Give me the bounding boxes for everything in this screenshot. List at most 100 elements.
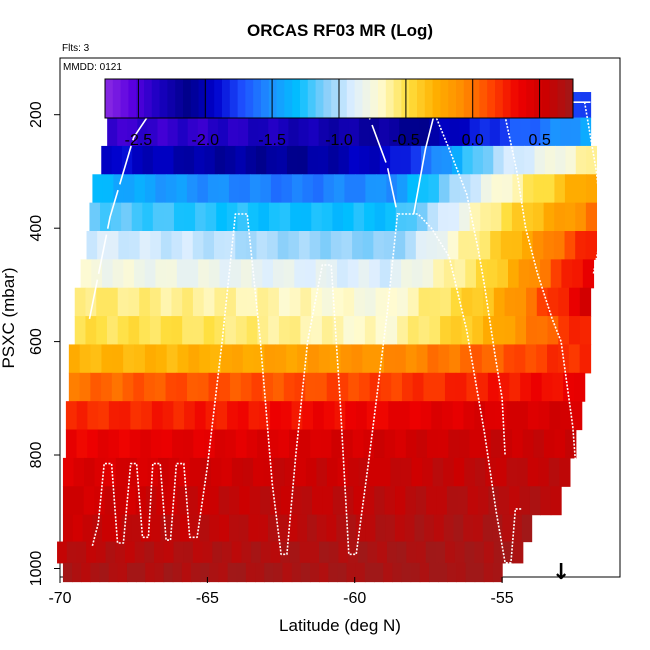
heatmap-cell — [480, 202, 492, 232]
heatmap-cell — [129, 429, 141, 459]
heatmap-cell — [434, 372, 446, 402]
heatmap-cell — [484, 401, 497, 431]
heatmap-cell — [343, 287, 355, 317]
heatmap-cell — [268, 287, 280, 317]
heatmap-cell — [422, 457, 434, 487]
heatmap-cell — [218, 174, 230, 204]
heatmap-cell — [161, 429, 173, 459]
heatmap-cell — [341, 231, 353, 260]
heatmap-cell — [486, 259, 498, 289]
heatmap-cell — [300, 287, 312, 317]
heatmap-cell — [203, 231, 215, 260]
heatmap-cell — [572, 259, 584, 289]
heatmap-cell — [570, 401, 583, 431]
heatmap-cell — [450, 287, 463, 317]
flight-track-right-3 — [583, 102, 604, 274]
heatmap-cell — [217, 117, 229, 147]
heatmap-cell — [107, 231, 119, 260]
heatmap-cell — [198, 259, 210, 289]
heatmap-cell — [197, 117, 209, 147]
heatmap-cell — [323, 401, 336, 431]
heatmap-cell — [466, 372, 478, 402]
heatmap-cell — [401, 259, 413, 289]
heatmap-cell — [379, 259, 392, 289]
heatmap-cell — [163, 145, 175, 175]
heatmap-cell — [203, 287, 216, 317]
heatmap-cell — [199, 514, 210, 543]
x-tick-label: -65 — [196, 590, 219, 607]
heatmap-cell — [68, 344, 81, 374]
heatmap-cell — [268, 117, 279, 147]
heatmap-cell — [475, 259, 488, 289]
heatmap-cell — [483, 562, 494, 583]
heatmap-cell — [277, 231, 289, 260]
heatmap-cell — [242, 457, 254, 487]
heatmap-cell — [580, 117, 592, 147]
heatmap-cell — [119, 429, 131, 459]
y-tick-label: 400 — [28, 215, 45, 242]
heatmap-cell — [515, 316, 527, 346]
colorbar-segment — [245, 79, 254, 118]
heatmap-cell — [270, 541, 281, 564]
heatmap-cell — [238, 117, 249, 147]
heatmap-cell — [181, 562, 192, 583]
heatmap-cell — [449, 344, 461, 374]
heatmap-cell — [312, 486, 323, 516]
heatmap-cell — [134, 174, 146, 204]
heatmap-cell — [454, 259, 466, 289]
heatmap-cell — [522, 429, 534, 459]
heatmap-cell — [237, 202, 249, 232]
heatmap-cell — [187, 486, 199, 516]
colorbar-segment — [253, 79, 262, 118]
heatmap-cell — [332, 202, 344, 232]
heatmap-cell — [87, 429, 99, 459]
heatmap-cell — [115, 541, 126, 564]
heatmap-cell — [182, 429, 194, 459]
heatmap-cell — [278, 429, 290, 459]
heatmap-cell — [425, 541, 437, 564]
heatmap-cell — [517, 401, 529, 431]
heatmap-cell — [106, 287, 119, 317]
heatmap-cell — [180, 514, 191, 543]
heatmap-cell — [173, 145, 185, 175]
heatmap-cell — [301, 486, 313, 516]
heatmap-cell — [575, 174, 587, 204]
heatmap-cell — [397, 316, 409, 346]
heatmap-cell — [396, 174, 409, 204]
heatmap-cell — [473, 514, 484, 543]
heatmap-cell — [487, 372, 500, 402]
heatmap-cell — [155, 344, 168, 374]
heatmap-cell — [499, 117, 511, 147]
heatmap-cell — [291, 486, 303, 516]
heatmap-cell — [348, 145, 360, 175]
heatmap-cell — [453, 457, 465, 487]
heatmap-cell — [115, 457, 127, 487]
heatmap-cell — [95, 541, 107, 564]
heatmap-cell — [462, 145, 474, 175]
colorbar-segment — [417, 79, 426, 118]
x-axis-label: Latitude (deg N) — [279, 616, 401, 635]
heatmap-cell — [443, 457, 455, 487]
heatmap-cell — [171, 287, 183, 317]
heatmap-cell — [536, 344, 548, 374]
heatmap-cell — [245, 145, 257, 175]
heatmap-cell — [374, 202, 386, 232]
heatmap-cell — [521, 514, 533, 543]
heatmap-cell — [445, 541, 456, 564]
heatmap-cell — [97, 429, 109, 459]
heatmap-cell — [251, 541, 262, 564]
heatmap-cell — [124, 541, 136, 564]
heatmap-cell — [231, 344, 244, 374]
colorbar-segment — [159, 79, 168, 118]
heatmap-cell — [209, 514, 220, 543]
heatmap-cell — [230, 259, 242, 289]
heatmap-cell — [418, 287, 430, 317]
heatmap-cell — [307, 514, 318, 543]
heatmap-cell — [274, 457, 286, 487]
heatmap-cell — [72, 562, 82, 583]
heatmap-cell — [395, 486, 406, 516]
heatmap-cell — [246, 429, 258, 459]
heatmap-cell — [72, 514, 84, 543]
heatmap-cell — [316, 514, 328, 543]
heatmap-cell — [99, 562, 110, 583]
